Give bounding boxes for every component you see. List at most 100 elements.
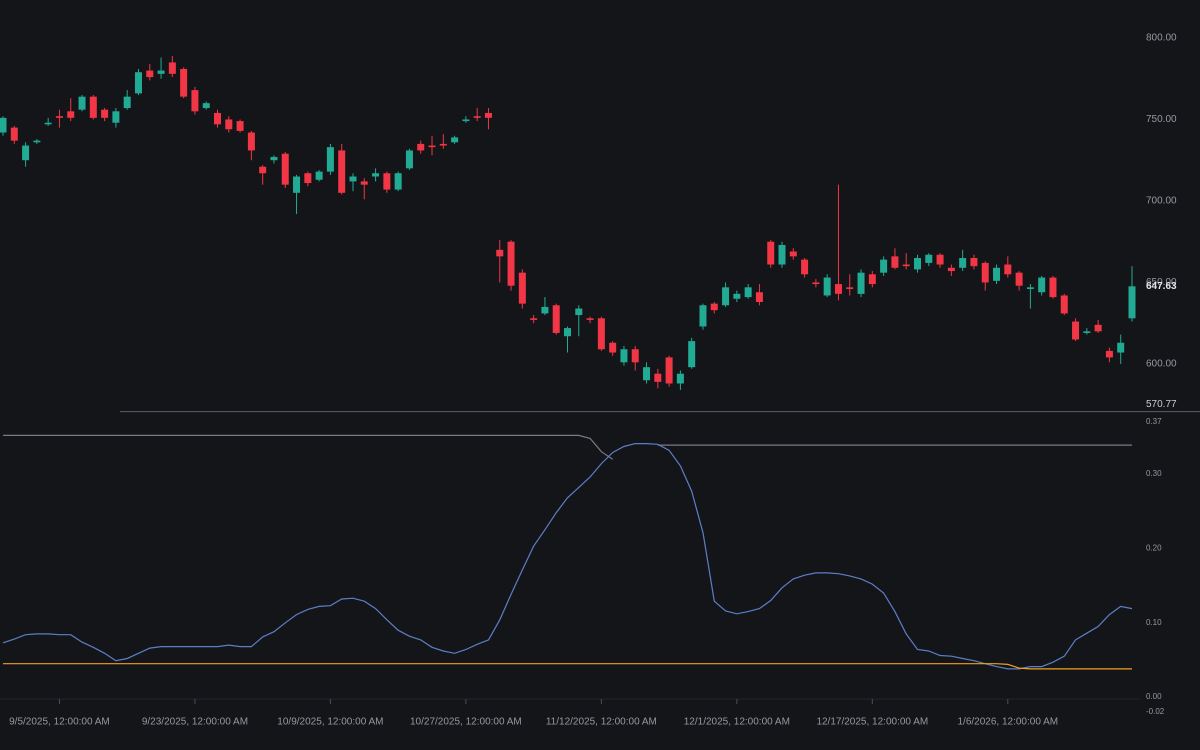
candle-body [462, 119, 470, 122]
candle-body [620, 349, 628, 363]
candle-body [1128, 286, 1136, 319]
candle-body [631, 349, 639, 363]
candle-body [191, 90, 199, 112]
candle-body [609, 342, 617, 353]
candle-body [394, 173, 402, 190]
candle-body [834, 284, 842, 294]
candle-body [1105, 350, 1113, 358]
candle-body [484, 112, 492, 118]
candle-body [405, 150, 413, 169]
candle-body [925, 254, 933, 263]
candle-body [586, 318, 594, 320]
y-tick-label: 0.00 [1146, 692, 1162, 701]
y-tick-label: 0.37 [1146, 417, 1162, 426]
candle-body [936, 254, 944, 265]
candle-body [891, 256, 899, 268]
candle-body [428, 145, 436, 148]
candle-body [722, 287, 730, 306]
candle-body [665, 357, 673, 384]
candle-body [281, 153, 289, 185]
candle-body [326, 147, 334, 172]
candle-body [202, 103, 210, 109]
x-tick-label: 12/17/2025, 12:00:00 AM [816, 717, 928, 728]
candle-body [439, 143, 447, 146]
y-tick-label: 0.20 [1146, 544, 1162, 553]
candle-body [1049, 277, 1057, 298]
candle-body [1026, 287, 1034, 289]
candle-body [507, 241, 515, 286]
candle-body [304, 173, 312, 184]
last-price-label: 647.63 [1146, 281, 1177, 292]
candle-body [733, 293, 741, 299]
candle-body [688, 341, 696, 368]
y-tick-label: -0.02 [1146, 707, 1165, 716]
y-tick-label: 0.10 [1146, 618, 1162, 627]
candle-body [857, 272, 865, 294]
x-tick-label: 10/27/2025, 12:00:00 AM [410, 717, 522, 728]
candle-body [417, 143, 425, 151]
candle-body [1117, 342, 1125, 353]
candle-body [801, 259, 809, 275]
y-tick-label: 750.00 [1146, 114, 1177, 125]
candle-body [168, 62, 176, 74]
candle-body [451, 137, 459, 143]
candle-body [146, 70, 154, 78]
candle-body [44, 122, 52, 125]
candle-body [338, 150, 346, 193]
candle-body [1038, 277, 1046, 293]
candle-body [55, 116, 63, 118]
candle-body [293, 176, 301, 193]
candle-body [134, 72, 142, 94]
y-tick-label: 800.00 [1146, 33, 1177, 44]
candle-body [496, 249, 504, 257]
candle-body [676, 373, 684, 384]
candle-body [654, 373, 662, 382]
candle-body [530, 318, 538, 320]
candle-body [518, 272, 526, 304]
candle-body [789, 251, 797, 257]
indicator-line [3, 434, 1132, 460]
candle-body [101, 109, 109, 118]
candle-body [868, 274, 876, 285]
candle-body [33, 140, 41, 143]
candle-body [913, 257, 921, 270]
candle-body [236, 121, 244, 131]
y-tick-label: 700.00 [1146, 196, 1177, 207]
candle-body [67, 111, 75, 118]
candle-body [372, 173, 380, 177]
x-tick-label: 10/9/2025, 12:00:00 AM [277, 717, 383, 728]
candle-body [812, 282, 820, 285]
x-tick-label: 9/23/2025, 12:00:00 AM [142, 717, 248, 728]
candle-body [552, 305, 560, 333]
candle-body [1060, 295, 1068, 314]
x-tick-label: 1/6/2026, 12:00:00 AM [957, 717, 1058, 728]
x-tick-label: 9/5/2025, 12:00:00 AM [9, 717, 110, 728]
candle-body [970, 257, 978, 267]
candle-body [846, 287, 854, 289]
candle-body [902, 264, 910, 267]
candle-body [981, 262, 989, 283]
candle-body [157, 70, 165, 74]
candle-body [710, 303, 718, 311]
candle-body [993, 267, 1001, 281]
x-tick-label: 11/12/2025, 12:00:00 AM [546, 717, 657, 728]
candle-body [823, 277, 831, 296]
candle-body [214, 112, 222, 125]
candle-body [947, 267, 955, 272]
indicator-line [2, 443, 1133, 670]
candle-body [225, 119, 233, 130]
candle-body [541, 306, 549, 314]
candle-body [180, 68, 188, 97]
candle-body [10, 127, 18, 141]
x-tick-label: 12/1/2025, 12:00:00 AM [684, 717, 790, 728]
candle-body [1004, 264, 1012, 275]
candle-body [360, 181, 368, 185]
candle-body [643, 367, 651, 381]
candle-body [755, 292, 763, 303]
candle-body [778, 244, 786, 265]
candle-body [880, 259, 888, 273]
candle-body [0, 117, 7, 133]
candle-body [123, 96, 131, 109]
candle-body [767, 241, 775, 265]
